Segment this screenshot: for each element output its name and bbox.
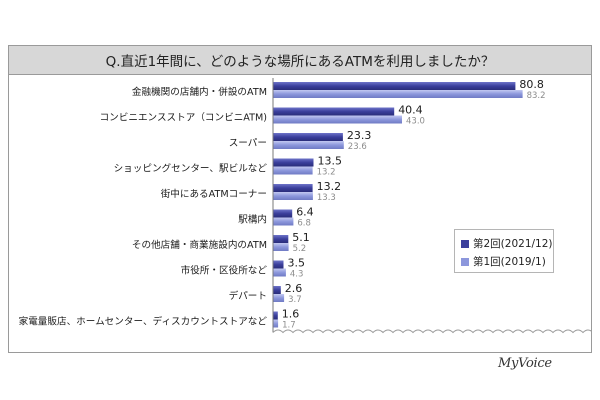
- bar-series-2-6: [273, 235, 289, 243]
- category-label-3: ショッピングセンター、駅ビルなど: [114, 163, 268, 175]
- data-label-series-1-6: 5.2: [293, 244, 307, 254]
- bar-series-2-4: [273, 184, 313, 192]
- bar-series-1-7: [273, 268, 286, 277]
- bar-series-1-1: [273, 115, 402, 124]
- bar-series-1-8: [273, 294, 285, 302]
- legend-label-series-2: 第2回(2021/12): [473, 238, 553, 250]
- data-label-series-1-0: 83.2: [527, 91, 546, 101]
- bar-series-1-3: [273, 166, 313, 175]
- data-label-series-1-5: 6.8: [297, 219, 311, 229]
- legend-swatch-series-2: [461, 239, 469, 248]
- category-label-2: スーパー: [229, 138, 267, 149]
- category-label-7: 市役所・区役所など: [181, 265, 268, 277]
- brand-logo: MyVoice: [498, 356, 552, 371]
- bar-series-2-3: [273, 158, 314, 167]
- bar-series-2-0: [273, 82, 516, 90]
- data-label-series-2-0: 80.8: [519, 78, 544, 91]
- data-label-series-1-4: 13.3: [317, 193, 336, 203]
- data-label-series-1-1: 43.0: [406, 117, 425, 127]
- chart-frame: Q.直近1年間に、どのような場所にあるATMを利用しましたか？ 金融機関の店舗内…: [8, 45, 592, 371]
- chart-legend: 第2回(2021/12) 第1回(2019/1): [454, 229, 554, 273]
- bar-series-2-1: [273, 107, 395, 116]
- bar-series-2-5: [273, 209, 293, 218]
- data-label-series-2-8: 2.6: [285, 282, 303, 295]
- bar-series-1-2: [273, 141, 344, 149]
- bar-series-1-6: [273, 243, 289, 251]
- bar-series-1-9: [273, 319, 279, 328]
- data-label-series-2-7: 3.5: [288, 257, 306, 270]
- bar-series-2-9: [273, 311, 278, 320]
- category-label-4: 街中にあるATMコーナー: [161, 188, 267, 200]
- bar-chart: 金融機関の店舗内・併設のATM 80.883.2 コンビニエンスストア（コンビニAT…: [19, 78, 591, 334]
- data-label-series-1-3: 13.2: [317, 168, 336, 178]
- data-label-series-2-3: 13.5: [318, 155, 343, 168]
- data-label-series-2-1: 40.4: [398, 104, 423, 117]
- data-label-series-1-9: 1.7: [282, 321, 296, 331]
- data-label-series-2-5: 6.4: [296, 206, 314, 219]
- bar-series-2-2: [273, 133, 343, 141]
- category-label-0: 金融機関の店舗内・併設のATM: [132, 86, 267, 98]
- data-label-series-1-8: 3.7: [288, 295, 302, 305]
- data-label-series-2-2: 23.3: [347, 129, 372, 142]
- bar-series-1-5: [273, 217, 294, 226]
- category-label-1: コンビニエンスストア（コンビニATM): [100, 112, 267, 124]
- data-label-series-2-9: 1.6: [282, 308, 300, 321]
- axis-break-wave: [272, 329, 591, 334]
- data-label-series-2-4: 13.2: [317, 180, 342, 193]
- bar-series-1-0: [273, 90, 523, 98]
- data-label-series-1-2: 23.6: [348, 142, 367, 152]
- bar-series-2-7: [273, 260, 284, 269]
- data-label-series-2-6: 5.1: [292, 231, 310, 244]
- legend-swatch-series-1: [461, 257, 469, 266]
- bar-series-1-4: [273, 192, 313, 200]
- chart-title: Q.直近1年間に、どのような場所にあるATMを利用しましたか？: [9, 46, 591, 75]
- bar-series-2-8: [273, 286, 281, 294]
- category-label-9: 家電量販店、ホームセンター、ディスカウントストアなど: [19, 316, 268, 328]
- legend-item-series-2: 第2回(2021/12): [461, 236, 553, 251]
- category-label-6: その他店舗・商業施設内のATM: [132, 239, 267, 251]
- category-label-8: デパート: [229, 290, 267, 302]
- legend-item-series-1: 第1回(2019/1): [461, 254, 546, 269]
- category-label-5: 駅構内: [238, 214, 267, 226]
- legend-label-series-1: 第1回(2019/1): [473, 256, 546, 268]
- data-label-series-1-7: 4.3: [290, 270, 304, 280]
